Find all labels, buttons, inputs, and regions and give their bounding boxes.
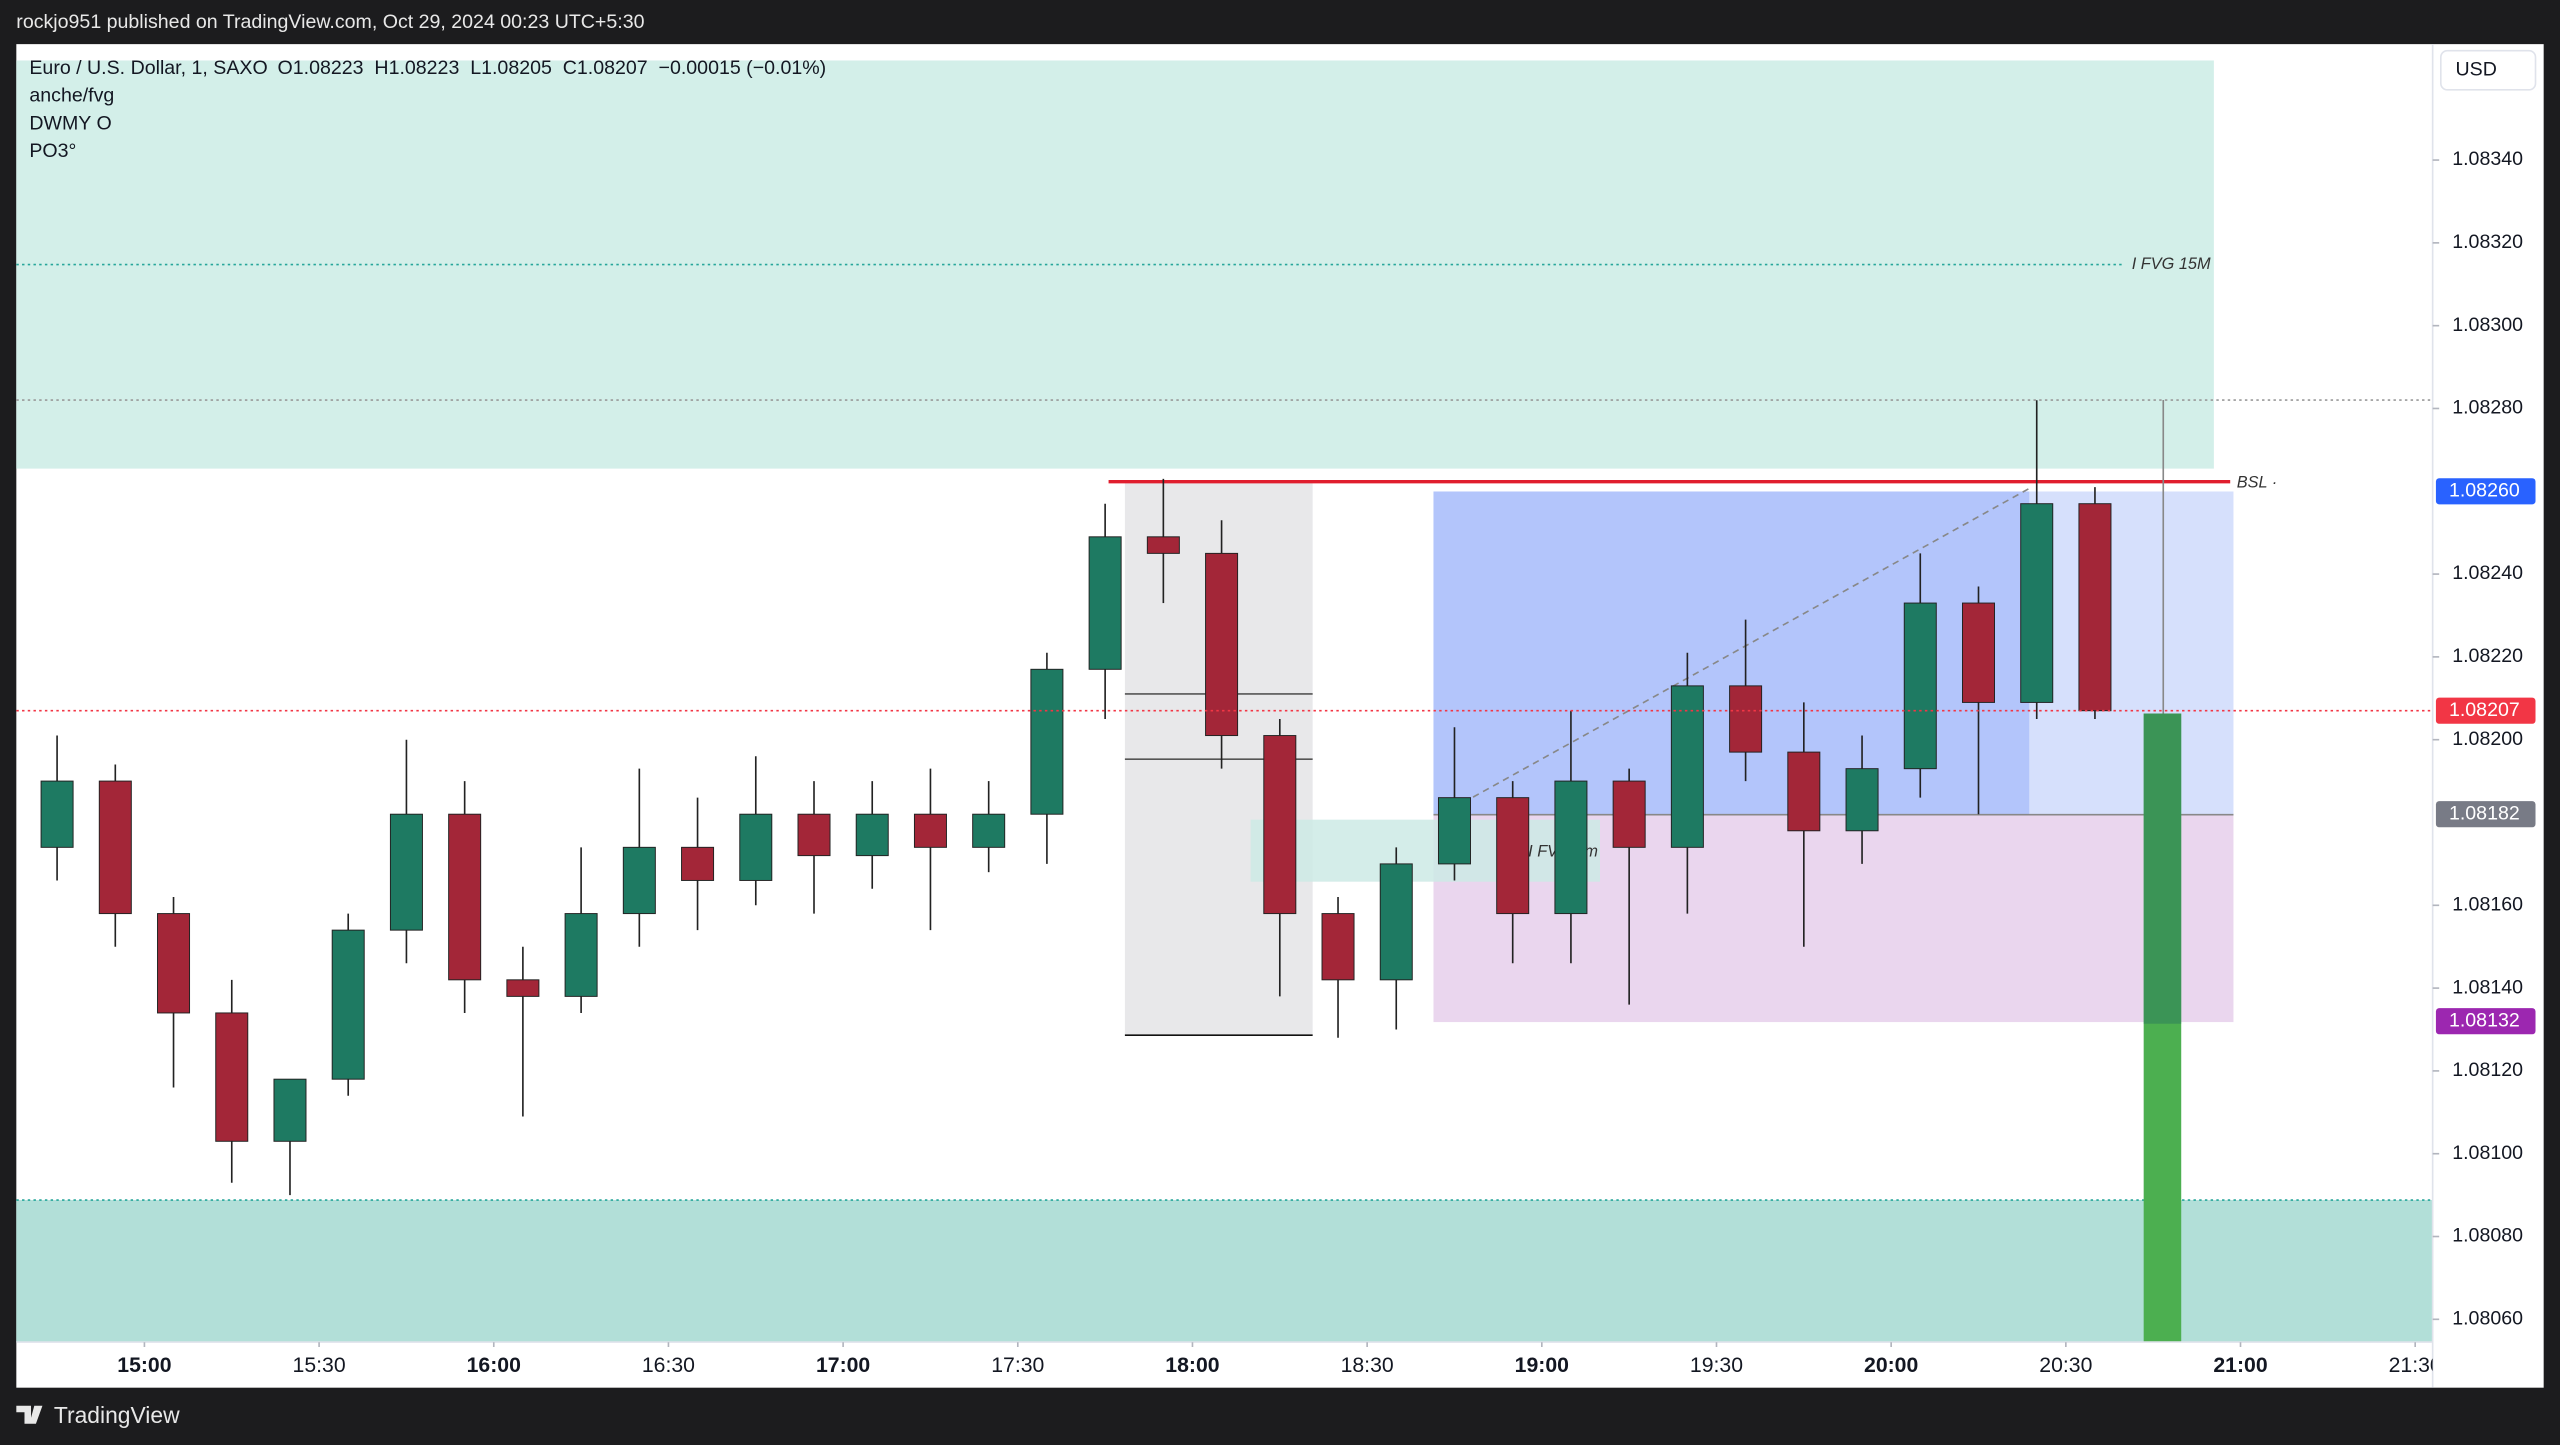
candle-body [1554,780,1588,915]
candle-body [98,780,132,915]
annotation: I FVG 15M [2132,255,2211,273]
y-tick-label: 1.08340 [2452,148,2523,170]
x-tick-label: 16:00 [467,1354,521,1377]
premium-box [1433,491,2030,815]
x-tick-label: 19:30 [1690,1354,1743,1377]
fvg-zone-low [16,1200,2433,1343]
candle-body [2078,503,2112,712]
y-tick-label: 1.08220 [2452,645,2523,667]
candle-body [1729,685,1763,753]
x-tick-label: 16:30 [642,1354,695,1377]
price-badge-label: 1.08182 [2449,802,2520,824]
candle-body [855,813,889,857]
indicator-label: PO3° [29,140,76,162]
price-badge [2435,1008,2536,1035]
price-badge [2435,801,2536,828]
candle-body [1903,602,1937,770]
candle-body [157,913,191,1014]
x-tick-label: 17:00 [816,1354,870,1377]
x-tick-label: 21:30 [2389,1354,2442,1377]
plot [16,400,2433,1196]
candle-body [1845,768,1879,832]
x-tick-label: 19:00 [1515,1354,1569,1377]
y-tick-label: 1.08280 [2452,397,2523,419]
indicator-label: DWMY O [29,112,111,134]
x-tick-label: 17:30 [991,1354,1044,1377]
candle-body [215,1012,249,1142]
candle-body [913,813,947,848]
y-tick-label: 1.08140 [2452,976,2523,998]
x-tick-label: 20:00 [1864,1354,1918,1377]
candle-body [972,813,1006,848]
candle-body [1146,536,1180,554]
candle-body [797,813,831,857]
candle-body [1496,797,1530,915]
brand: TradingView [54,1402,180,1428]
candle-body [1670,685,1704,848]
annotation: BSL · [2237,474,2278,492]
brand-logo [16,1405,43,1424]
candle-body [1437,797,1471,865]
candle-body [448,813,482,981]
premium-box-ext [2029,491,2234,815]
y-tick-label: 1.08160 [2452,893,2523,915]
candle-body [1205,552,1239,737]
x-tick-label: 15:00 [117,1354,171,1377]
candle-body [40,780,74,848]
x-tick-label: 18:30 [1341,1354,1394,1377]
trend-line [1452,485,2034,809]
candle-body [1612,780,1646,848]
candle-body [1379,863,1413,981]
y-tick-label: 1.08060 [2452,1307,2523,1329]
footer-bar [0,1387,2560,1445]
price-badge-label: 1.08207 [2449,699,2520,721]
ohlc-legend: O1.08223 H1.08223 L1.08205 C1.08207 −0.0… [278,57,827,79]
y-tick-label: 1.08120 [2452,1059,2523,1081]
price-badge [2435,697,2536,724]
y-tick-label: 1.08200 [2452,728,2523,750]
candle-body [389,813,423,931]
candle-body [1030,668,1064,815]
x-tick-label: 18:00 [1165,1354,1219,1377]
candle-body [1787,751,1821,832]
candle-body [506,979,540,997]
symbol-title: Euro / U.S. Dollar, 1, SAXO [29,57,267,79]
indicator-label: anche/fvg [29,85,114,107]
candle-body [681,846,715,881]
x-tick-label: 20:30 [2039,1354,2092,1377]
candle-body [564,913,598,997]
price-badge [2435,478,2536,505]
position-bar-top [2143,713,2182,1024]
candle-body [1263,735,1297,915]
x-tick-label: 21:00 [2213,1354,2267,1377]
candle-body [1321,913,1355,981]
currency[interactable]: USD [2456,58,2497,80]
y-tick-label: 1.08240 [2452,562,2523,584]
candle-body [1088,536,1122,670]
y-tick-label: 1.08080 [2452,1225,2523,1247]
currency-button[interactable] [2440,49,2537,91]
price-badge-label: 1.08132 [2449,1009,2520,1031]
candle-body [273,1078,307,1142]
publish-info: rockjo951 published on TradingView.com, … [16,11,644,33]
candle-body [2020,503,2054,703]
candle-body [622,846,656,915]
candle-body [331,929,365,1080]
y-tick-label: 1.08100 [2452,1142,2523,1164]
x-tick-label: 15:30 [293,1354,346,1377]
x-axis: 15:00 15:30 16:00 16:30 17:00 17:30 18:00 18:30… [117,1342,2442,1377]
price-badge-label: 1.08260 [2449,479,2520,501]
fvg-zone-1m [1250,819,1600,882]
candle-body [1961,602,1996,703]
legend: Euro / U.S. Dollar, 1, SAXO O1.08223 H1.… [29,57,826,79]
y-tick-label: 1.08300 [2452,314,2523,336]
y-tick-label: 1.08320 [2452,231,2523,253]
candle-body [739,813,773,881]
